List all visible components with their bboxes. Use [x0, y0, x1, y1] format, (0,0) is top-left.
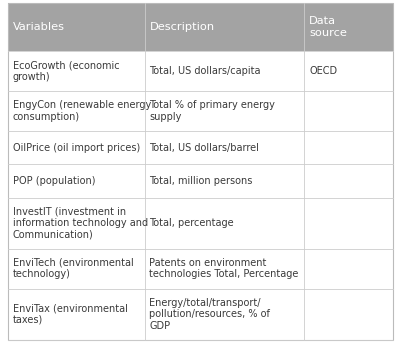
Text: EnviTech (environmental
technology): EnviTech (environmental technology) [13, 258, 134, 280]
Bar [8, 3, 393, 51]
Text: POP (population): POP (population) [13, 176, 95, 186]
Text: EngyCon (renewable energy
consumption): EngyCon (renewable energy consumption) [13, 100, 151, 122]
Bar [8, 131, 393, 165]
Text: Variables: Variables [13, 22, 65, 32]
Text: Total, million persons: Total, million persons [150, 176, 253, 186]
Text: OilPrice (oil import prices): OilPrice (oil import prices) [13, 143, 140, 153]
Bar [8, 289, 393, 340]
Text: Total, US dollars/capita: Total, US dollars/capita [150, 66, 261, 76]
Text: Total % of primary energy
supply: Total % of primary energy supply [150, 100, 275, 122]
Text: EnviTax (environmental
taxes): EnviTax (environmental taxes) [13, 304, 128, 325]
Bar [8, 249, 393, 289]
Text: InvestIT (investment in
information technology and
Communication): InvestIT (investment in information tech… [13, 206, 148, 240]
Text: OECD: OECD [309, 66, 337, 76]
Bar [8, 51, 393, 91]
Bar [8, 198, 393, 249]
Bar [8, 91, 393, 131]
Bar [8, 165, 393, 198]
Text: Description: Description [150, 22, 215, 32]
Text: Total, percentage: Total, percentage [150, 218, 234, 228]
Text: Data
source: Data source [309, 16, 347, 38]
Text: EcoGrowth (economic
growth): EcoGrowth (economic growth) [13, 60, 119, 82]
Text: Total, US dollars/barrel: Total, US dollars/barrel [150, 143, 259, 153]
Text: Energy/total/transport/
pollution/resources, % of
GDP: Energy/total/transport/ pollution/resour… [150, 298, 270, 331]
Text: Patents on environment
technologies Total, Percentage: Patents on environment technologies Tota… [150, 258, 299, 280]
